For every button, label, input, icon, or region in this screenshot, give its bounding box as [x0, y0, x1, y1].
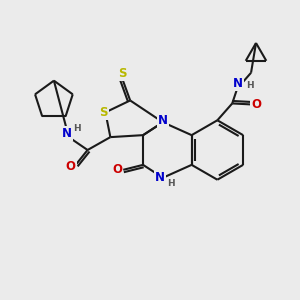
Text: H: H	[167, 179, 175, 188]
Text: S: S	[118, 67, 127, 80]
Text: O: O	[112, 163, 122, 176]
Text: S: S	[99, 106, 108, 119]
Text: N: N	[158, 114, 168, 127]
Text: O: O	[251, 98, 261, 111]
Text: H: H	[73, 124, 80, 133]
Text: N: N	[233, 77, 243, 90]
Text: N: N	[155, 171, 165, 184]
Text: N: N	[62, 127, 72, 140]
Text: H: H	[246, 81, 254, 90]
Text: O: O	[66, 160, 76, 173]
